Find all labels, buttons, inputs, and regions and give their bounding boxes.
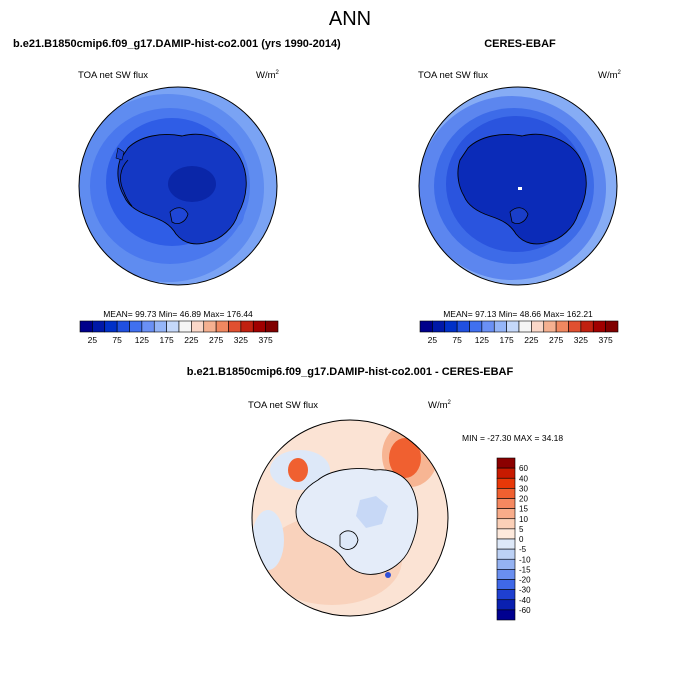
colorbar-swatch (419, 320, 433, 333)
panel3-variable-label: TOA net SW flux (248, 400, 319, 411)
colorbar-tick-label: 325 (234, 335, 248, 345)
panel1-units: W/m2 (256, 70, 279, 82)
panel3-stats: MIN = -27.30 MAX = 34.18 (462, 433, 564, 443)
colorbar-swatch (496, 508, 516, 520)
colorbar-tick-label: 15 (519, 505, 528, 514)
colorbar-tick-label: 0 (519, 535, 524, 544)
colorbar-swatch (92, 320, 106, 333)
colorbar-tick-label: -60 (519, 606, 531, 615)
panel1-polar-map (78, 86, 278, 286)
colorbar-swatch (496, 457, 516, 469)
panel1-title: b.e21.B1850cmip6.f09_g17.DAMIP-hist-co2.… (13, 38, 341, 50)
panel2-units: W/m2 (598, 70, 621, 82)
colorbar-swatch (592, 320, 606, 333)
colorbar-swatch (166, 320, 180, 333)
colorbar-swatch (543, 320, 557, 333)
colorbar-swatch (531, 320, 545, 333)
colorbar-tick-label: 125 (475, 335, 489, 345)
colorbar-swatch (493, 320, 507, 333)
colorbar-tick-label: 375 (259, 335, 273, 345)
panel3-polar-map (251, 419, 449, 617)
colorbar-tick-label: 10 (519, 515, 528, 524)
colorbar-swatch (129, 320, 143, 333)
colorbar-swatch (496, 467, 516, 479)
colorbar-tick-label: 25 (88, 335, 98, 345)
colorbar-swatch (496, 558, 516, 570)
colorbar-tick-label: 20 (519, 495, 528, 504)
colorbar-tick-label: 25 (428, 335, 438, 345)
colorbar-swatch (141, 320, 155, 333)
colorbar-swatch (228, 320, 242, 333)
colorbar-swatch (496, 569, 516, 580)
panel1-colorbar: 25 75 125 175 225 275 325 375 (79, 320, 279, 345)
panel2-stats: MEAN= 97.13 Min= 48.66 Max= 162.21 (443, 309, 593, 319)
colorbar-swatch (496, 488, 516, 499)
colorbar-swatch (79, 320, 93, 333)
panel2-title: CERES-EBAF (484, 38, 556, 50)
colorbar-tick-label: -20 (519, 576, 531, 585)
colorbar-tick-label: 125 (135, 335, 149, 345)
colorbar-tick-label: 375 (599, 335, 613, 345)
colorbar-tick-label: 275 (209, 335, 223, 345)
colorbar-swatch (518, 320, 532, 333)
colorbar-tick-label: -15 (519, 565, 531, 574)
colorbar-swatch (444, 320, 458, 333)
colorbar-swatch (605, 320, 619, 333)
panel3-units: W/m2 (428, 400, 451, 412)
colorbar-swatch (240, 320, 254, 333)
colorbar-swatch (456, 320, 470, 333)
colorbar-swatch (496, 579, 516, 590)
colorbar-swatch (496, 589, 516, 601)
colorbar-tick-label: 5 (519, 525, 524, 534)
colorbar-tick-label: -40 (519, 596, 531, 605)
colorbar-tick-label: 325 (574, 335, 588, 345)
colorbar-tick-label: 275 (549, 335, 563, 345)
colorbar-swatch (568, 320, 582, 333)
colorbar-tick-label: -30 (519, 586, 531, 595)
colorbar-tick-label: 175 (500, 335, 514, 345)
colorbar-swatch (252, 320, 266, 333)
colorbar-swatch (580, 320, 594, 333)
panel3-title: b.e21.B1850cmip6.f09_g17.DAMIP-hist-co2.… (186, 366, 514, 378)
figure-title: ANN (328, 8, 372, 30)
colorbar-swatch (178, 320, 192, 333)
colorbar-swatch (265, 320, 279, 333)
panel1-stats: MEAN= 99.73 Min= 46.89 Max= 176.44 (103, 309, 253, 319)
colorbar-swatch (506, 320, 520, 333)
panel2-colorbar: 25 75 125 175 225 275 325 375 (419, 320, 619, 345)
colorbar-swatch (432, 320, 446, 333)
colorbar-tick-label: 75 (452, 335, 462, 345)
colorbar-swatch (496, 477, 516, 489)
panel1-variable-label: TOA net SW flux (78, 70, 149, 81)
colorbar-swatch (469, 320, 483, 333)
colorbar-swatch (215, 320, 229, 333)
colorbar-swatch (496, 548, 516, 560)
colorbar-swatch (496, 599, 516, 611)
colorbar-tick-label: 225 (184, 335, 198, 345)
colorbar-tick-label: -5 (519, 545, 527, 554)
colorbar-swatch (203, 320, 217, 333)
panel2-variable-label: TOA net SW flux (418, 70, 489, 81)
colorbar-swatch (496, 538, 516, 550)
colorbar-swatch (153, 320, 167, 333)
colorbar-swatch (496, 498, 516, 509)
colorbar-tick-label: 60 (519, 464, 528, 473)
colorbar-swatch (496, 609, 516, 621)
colorbar-tick-label: -10 (519, 555, 531, 564)
colorbar-tick-label: 30 (519, 484, 528, 493)
colorbar-tick-label: 75 (112, 335, 122, 345)
colorbar-swatch (481, 320, 495, 333)
colorbar-swatch (104, 320, 118, 333)
colorbar-swatch (191, 320, 205, 333)
colorbar-tick-label: 40 (519, 474, 528, 483)
colorbar-swatch (496, 528, 516, 540)
colorbar-swatch (555, 320, 569, 333)
colorbar-tick-label: 175 (160, 335, 174, 345)
colorbar-tick-label: 225 (524, 335, 538, 345)
colorbar-swatch (116, 320, 130, 333)
colorbar-swatch (496, 518, 516, 530)
panel2-polar-map (418, 86, 618, 286)
